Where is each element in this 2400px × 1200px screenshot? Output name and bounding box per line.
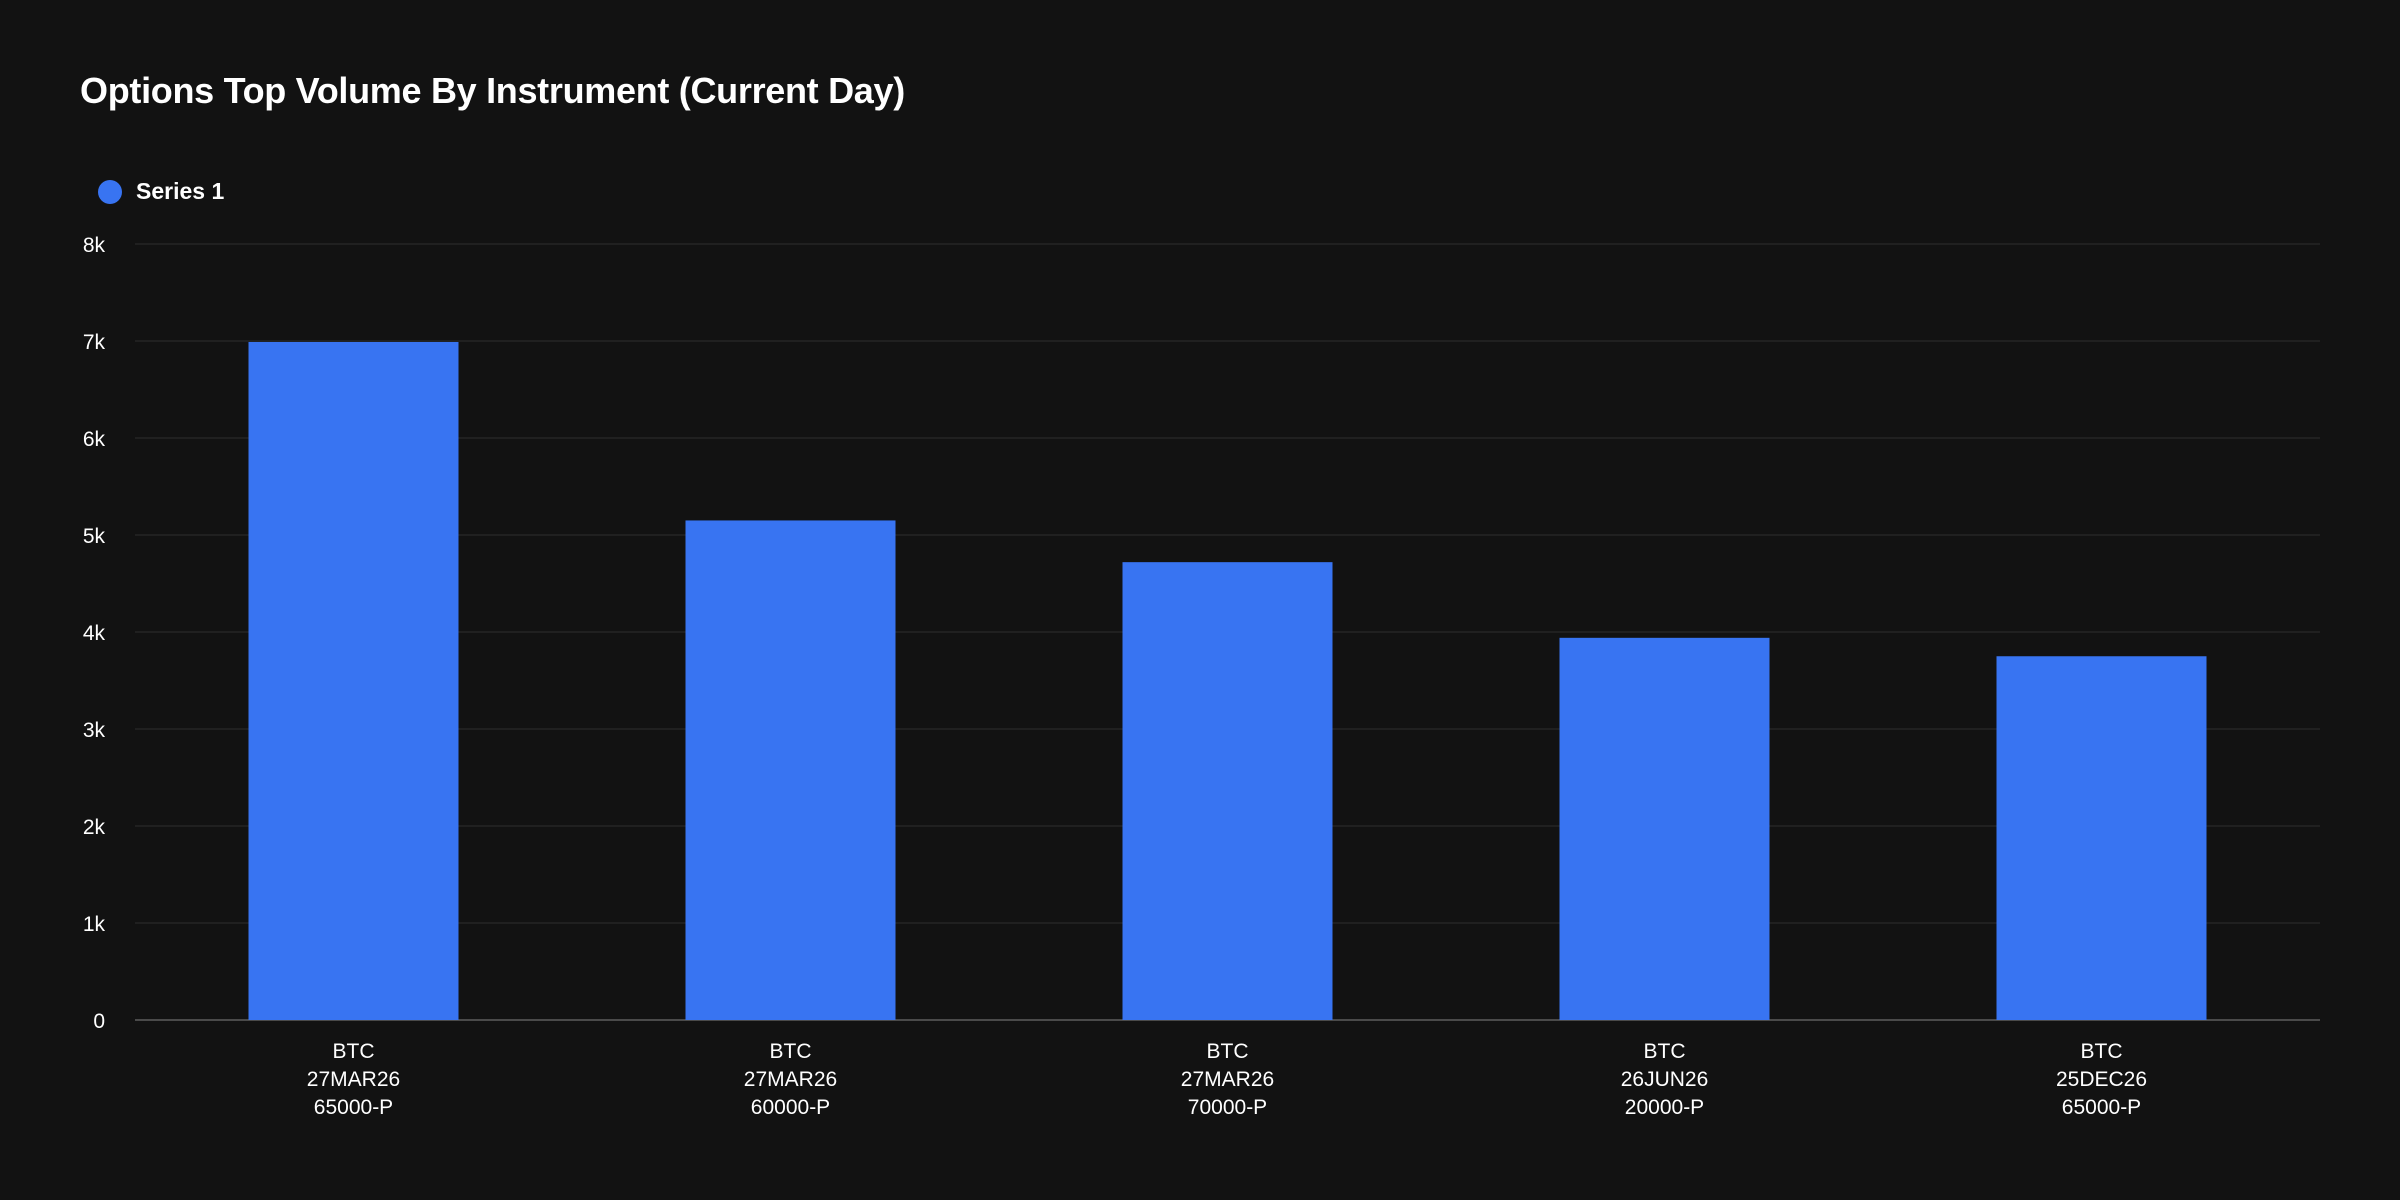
x-tick-label: BTC (1207, 1040, 1249, 1063)
x-tick-label: BTC (770, 1040, 812, 1063)
y-tick-label: 3k (83, 719, 106, 742)
y-tick-label: 8k (83, 234, 106, 257)
x-tick-label: 25DEC26 (2056, 1068, 2147, 1091)
y-tick-label: 1k (83, 913, 106, 936)
legend-label-series-1: Series 1 (136, 178, 225, 204)
x-tick-label: 27MAR26 (307, 1068, 400, 1091)
y-tick-label: 0 (93, 1010, 105, 1033)
bar (1559, 637, 1770, 1020)
x-tick-label: 27MAR26 (1181, 1068, 1274, 1091)
x-tick-label: 65000-P (314, 1096, 393, 1119)
x-tick-label: BTC (1644, 1040, 1686, 1063)
y-tick-label: 6k (83, 428, 106, 451)
x-tick-label: 70000-P (1188, 1096, 1267, 1119)
x-tick-label: 65000-P (2062, 1096, 2141, 1119)
legend-swatch-series-1 (98, 179, 122, 204)
chart-title: Options Top Volume By Instrument (Curren… (80, 70, 905, 111)
y-tick-label: 5k (83, 525, 106, 548)
bar (685, 520, 896, 1020)
y-tick-label: 2k (83, 816, 106, 839)
x-tick-label: BTC (333, 1040, 375, 1063)
x-tick-label: 60000-P (751, 1096, 830, 1119)
y-tick-label: 4k (83, 622, 106, 645)
bar (1122, 562, 1333, 1020)
bar (248, 341, 459, 1021)
legend: Series 1 (98, 178, 224, 205)
bar (1996, 656, 2207, 1020)
x-tick-label: 20000-P (1625, 1096, 1704, 1119)
y-tick-label: 7k (83, 331, 106, 354)
x-tick-label: 27MAR26 (744, 1068, 837, 1091)
x-tick-label: 26JUN26 (1621, 1068, 1709, 1091)
x-tick-label: BTC (2081, 1040, 2123, 1063)
